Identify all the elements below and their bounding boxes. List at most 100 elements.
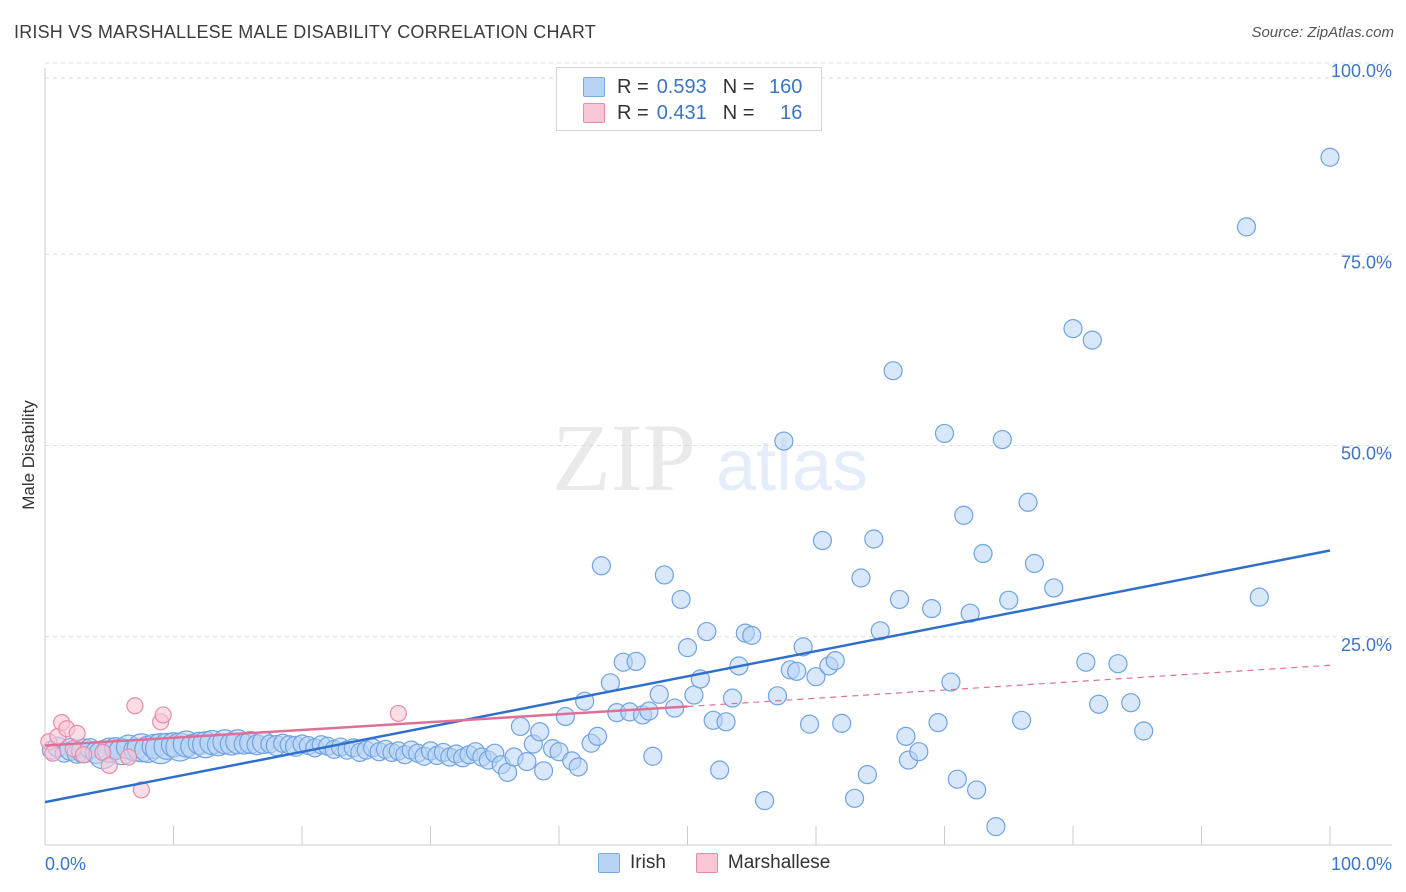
marshallese-point [154, 706, 172, 724]
irish-point [654, 565, 674, 585]
series-label-irish: Irish [630, 852, 666, 873]
marshallese-point [74, 746, 93, 764]
marshallese-point [132, 781, 150, 799]
irish-point [742, 625, 762, 645]
irish-point [568, 757, 588, 777]
irish-point [555, 706, 576, 727]
irish-point [774, 431, 794, 451]
y-tick-label: 75.0% [1341, 252, 1392, 272]
irish-point [973, 543, 993, 564]
irish-point [999, 590, 1019, 610]
irish-point [591, 556, 612, 576]
legend-row-marshallese: R = 0.431 N = 16 [583, 101, 802, 125]
irish-point [643, 746, 663, 766]
irish-point [1063, 319, 1083, 339]
irish-point [533, 761, 554, 781]
legend-n-value: 160 [769, 75, 803, 98]
axes [44, 68, 1392, 846]
irish-point [1236, 217, 1257, 237]
irish-point [928, 712, 948, 733]
irish-point [787, 661, 807, 681]
marshallese-trend-extension [687, 664, 1331, 708]
irish-point [793, 637, 813, 657]
trend-lines [44, 549, 1331, 804]
legend-r-value: 0.593 [656, 75, 707, 98]
irish-point [1076, 652, 1096, 672]
irish-point [992, 429, 1012, 450]
irish-points [41, 147, 1340, 837]
irish-point [934, 423, 955, 444]
irish-point [896, 726, 916, 746]
irish-point [697, 621, 717, 642]
irish-point [812, 530, 833, 551]
irish-point [767, 686, 788, 706]
y-tick-label: 25.0% [1341, 635, 1392, 655]
legend-swatch-marshallese [583, 103, 605, 123]
marshallese-point [44, 744, 62, 762]
legend-r-value: 0.431 [656, 101, 707, 124]
irish-point [883, 361, 903, 381]
irish-point [1089, 694, 1109, 714]
irish-point [1082, 330, 1102, 350]
legend-row-irish: R = 0.593 N = 160 [583, 75, 802, 99]
chart-title: IRISH VS MARSHALLESE MALE DISABILITY COR… [14, 22, 596, 42]
irish-point [1011, 710, 1032, 730]
legend-n-label: N = [722, 101, 755, 124]
irish-point [1024, 553, 1045, 574]
irish-point [844, 788, 865, 808]
series-legend: Irish Marshallese [598, 852, 860, 874]
irish-point [889, 589, 910, 610]
grid-lines [45, 62, 1392, 638]
irish-point [967, 780, 987, 800]
tick-labels: 100.0% 75.0% 50.0% 25.0% 0.0% 100.0% [45, 61, 1392, 874]
legend-n-value: 16 [780, 101, 803, 124]
legend-n-label: N = [722, 75, 755, 98]
irish-point [754, 791, 775, 811]
watermark: ZIP atlas [552, 404, 868, 511]
irish-point [722, 688, 743, 708]
irish-point [677, 638, 698, 658]
marshallese-trend-line [44, 705, 688, 747]
irish-point [710, 760, 730, 780]
x-tick-label: 100.0% [1331, 854, 1392, 874]
irish-point [587, 726, 608, 746]
legend-r-label: R = [617, 101, 649, 124]
marshallese-point [100, 756, 118, 775]
irish-point [941, 672, 961, 692]
irish-point [909, 742, 929, 762]
irish-point [922, 599, 942, 619]
source-label: Source: ZipAtlas.com [1251, 24, 1394, 41]
irish-point [1108, 654, 1128, 674]
irish-point [832, 713, 852, 733]
marshallese-point [389, 704, 407, 723]
irish-point [684, 685, 704, 705]
irish-point [986, 817, 1006, 837]
y-axis-label: Male Disability [19, 400, 38, 510]
irish-point [1134, 721, 1154, 741]
irish-point [1320, 147, 1340, 167]
series-swatch-irish [598, 853, 620, 873]
irish-point [639, 701, 659, 721]
irish-trend-line [44, 549, 1331, 804]
series-legend-irish: Irish [598, 852, 666, 874]
irish-point [799, 714, 820, 734]
irish-point [716, 712, 736, 732]
irish-point [1121, 693, 1141, 713]
watermark-zip: ZIP [552, 404, 696, 511]
irish-point [1018, 492, 1038, 512]
irish-point [649, 684, 669, 704]
irish-point [825, 651, 845, 671]
irish-point [510, 716, 531, 737]
marshallese-point [68, 724, 86, 742]
irish-point [671, 589, 691, 610]
correlation-legend: R = 0.593 N = 160 R = 0.431 N = 16 [556, 67, 822, 131]
legend-r-label: R = [617, 75, 649, 98]
marshallese-point [126, 697, 144, 715]
irish-point [851, 568, 871, 588]
irish-point [517, 752, 537, 772]
irish-point [857, 765, 878, 785]
irish-point [1249, 587, 1269, 607]
irish-point [626, 651, 646, 672]
y-tick-label: 100.0% [1331, 61, 1392, 81]
y-tick-label: 50.0% [1341, 444, 1392, 464]
